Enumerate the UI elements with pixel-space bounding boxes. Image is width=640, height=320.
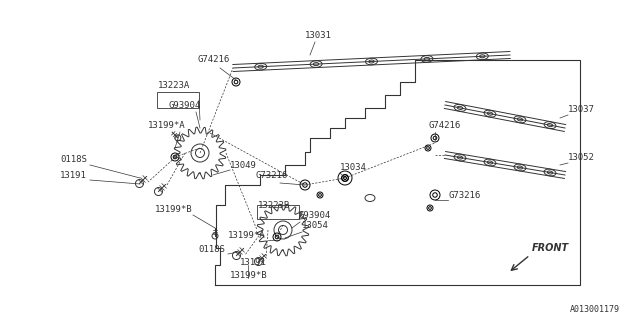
Text: G93904: G93904 [298,211,330,220]
Text: 13191: 13191 [60,171,87,180]
Text: 13031: 13031 [305,31,332,40]
Text: 13037: 13037 [568,105,595,114]
Text: A013001179: A013001179 [570,305,620,314]
Bar [157,92,199,108]
Text: 13199*A: 13199*A [228,231,266,240]
Text: G73216: G73216 [448,191,480,200]
Text: G93904: G93904 [168,101,200,110]
Text: 13199*B: 13199*B [230,271,268,280]
Text: 13223B: 13223B [258,201,291,210]
Text: 13199*B: 13199*B [155,205,193,214]
Text: 13223A: 13223A [158,81,190,90]
Text: 13052: 13052 [568,153,595,162]
Text: G73216: G73216 [255,171,287,180]
Text: G74216: G74216 [428,121,460,130]
Text: 0118S: 0118S [60,155,87,164]
Bar [257,205,299,219]
Text: 13199*A: 13199*A [148,121,186,130]
Text: G74216: G74216 [197,55,229,64]
Text: 13191: 13191 [240,258,267,267]
Text: 13049: 13049 [230,161,257,170]
Text: 0118S: 0118S [198,245,225,254]
Text: 13034: 13034 [340,163,367,172]
Text: FRONT: FRONT [532,243,569,253]
Text: 13054: 13054 [302,221,329,230]
